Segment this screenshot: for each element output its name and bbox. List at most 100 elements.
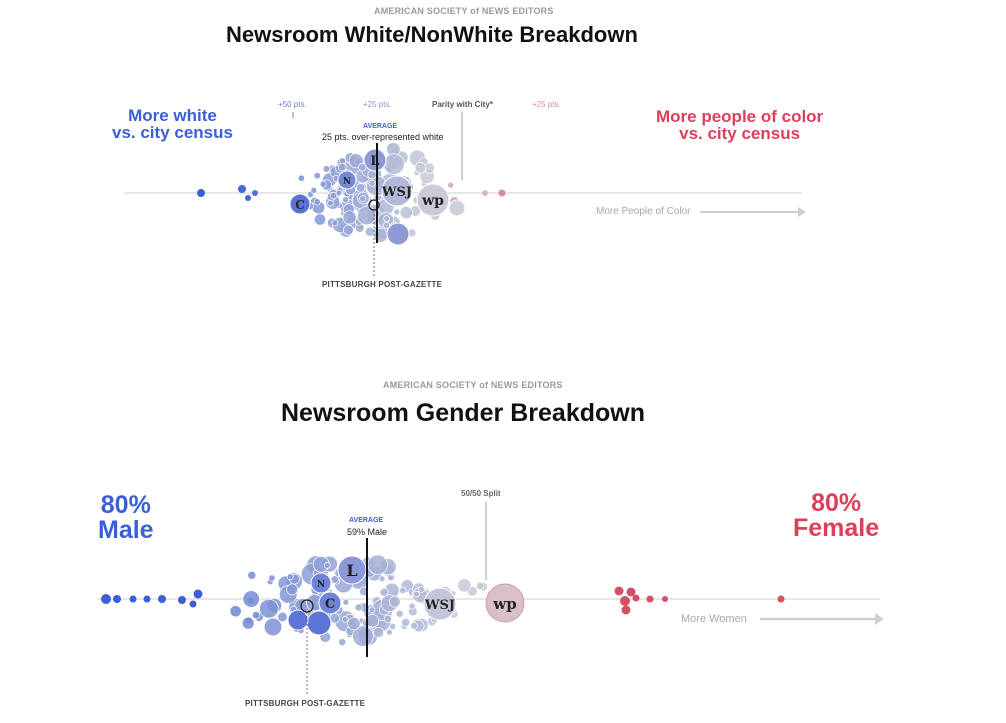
chart2-bubble: [129, 595, 137, 603]
chart2-bubble: [113, 595, 121, 603]
chart1-bubble: [368, 179, 376, 187]
chart1-bubble: [331, 219, 339, 227]
chart1-bubble: [482, 190, 488, 196]
chart1-logo-nyt: N: [343, 177, 351, 187]
chart1-tick-25-left: +25 pts.: [363, 100, 392, 109]
chart2-bubble: [143, 595, 151, 603]
chart1-average-label: AVERAGE: [363, 123, 398, 130]
chart2-bubble: [387, 574, 394, 582]
chart2-average-label: AVERAGE: [349, 517, 384, 524]
chart2-title: Newsroom Gender Breakdown: [281, 399, 645, 427]
chart2-logo-latimes: L: [346, 561, 357, 580]
chart1-bubble: [359, 195, 367, 203]
chart1-bubble: [382, 221, 390, 229]
chart1-bubble: [367, 170, 377, 180]
chart1-left-label: More white vs. city census: [112, 107, 233, 141]
chart2-bubble: [777, 595, 785, 603]
chart1-bubble-wp: [416, 183, 450, 217]
chart1-bubble-wsj: [381, 175, 413, 207]
chart2-bubble: [347, 616, 361, 631]
chart2-bubble: [354, 603, 363, 612]
chart2-bubble: [341, 616, 349, 623]
chart2-direction-arrowhead: [875, 613, 884, 625]
chart2-right-label-line1: 80%: [811, 489, 862, 517]
chart2-bubble: [241, 616, 255, 630]
chart2-left-label-line1: 80%: [100, 491, 151, 519]
chart1-bubble: [448, 199, 466, 217]
chart2-right-label-line2: Female: [793, 514, 880, 542]
chart2-bubble: [386, 628, 393, 636]
chart1-bubble: [338, 162, 347, 172]
chart1-logo-wsj: WSJ: [381, 185, 412, 200]
chart2-logo-nyt: N: [317, 580, 325, 590]
chart1-bubble: [319, 180, 327, 188]
chart2-bubble: [662, 596, 668, 602]
chart1-bubble: [342, 196, 350, 204]
chart2-bubble: [626, 587, 636, 597]
chart2-average-text: 59% Male: [347, 527, 388, 537]
chart1-left-label-line1: More white: [128, 106, 217, 125]
chart1-bubble: [327, 199, 334, 207]
chart1-bubble-nyt: [337, 170, 357, 190]
chart1-bubble: [197, 189, 205, 197]
chart1-tick-25-right: +25 pts.: [532, 100, 561, 109]
chart2-bubble: [373, 627, 385, 638]
chart1-bubble: [414, 162, 427, 174]
chart2-logo-wp: wp: [492, 595, 516, 613]
chart2-bubble: [457, 578, 472, 593]
chart1-bubble-chicago: [289, 193, 311, 215]
chart1-bubble: [322, 165, 331, 173]
chart2-bubble: [229, 605, 242, 618]
chart2-bubble: [277, 611, 288, 623]
chart2-bubble: [101, 594, 111, 604]
chart2-bubble-nyt: [310, 572, 332, 594]
chart1-average-text: 25 pts. over-represented white: [322, 132, 444, 142]
chart1-bubble: [313, 198, 321, 206]
chart2-bubble-wsj: [423, 587, 457, 621]
chart1-source: AMERICAN SOCIETY of NEWS EDITORS: [374, 6, 554, 16]
chart2-bubble: [263, 617, 283, 637]
chart1-right-label: More people of color vs. city census: [656, 108, 823, 142]
chart1-bubble: [342, 210, 357, 225]
chart2-bubble: [632, 594, 640, 602]
chart1-bubble: [383, 153, 405, 175]
chart2-split-label: 50/50 Split: [461, 489, 501, 498]
chart2-bubble: [379, 587, 389, 597]
chart2-bubble: [342, 598, 350, 606]
chart1-tick-50: +50 pts.: [278, 100, 307, 109]
chart2-bubble: [286, 573, 294, 581]
chart1-logo-chicago: C: [295, 198, 305, 212]
chart2-direction-text: More Women: [681, 613, 747, 625]
chart1-left-label-line2: vs. city census: [112, 123, 233, 142]
chart2-bubble: [413, 590, 420, 598]
chart1-bubble: [335, 189, 343, 197]
chart2-bubble: [193, 589, 203, 599]
chart1-bubble: [310, 186, 318, 194]
chart2-bubble-wp: [485, 583, 525, 623]
chart2-bubble: [268, 574, 276, 582]
chart1-direction-arrowhead: [798, 207, 806, 217]
chart1-bubble: [343, 224, 354, 236]
chart2-bubble: [395, 609, 404, 618]
chart1-bubble: [383, 215, 390, 222]
chart1-bubble: [297, 174, 305, 182]
chart2-bubble: [367, 554, 388, 575]
chart1-bubble: [356, 183, 366, 193]
chart1-bubble: [252, 190, 258, 196]
chart1-bubble: [313, 172, 321, 180]
chart2-bubble: [646, 595, 654, 603]
chart2-highlight-label: PITTSBURGH POST-GAZETTE: [245, 699, 366, 708]
chart2-bubble: [621, 605, 631, 615]
chart2-right-label: 80% Female: [793, 491, 879, 541]
chart2-logo-chicago: C: [325, 597, 335, 612]
chart2-bubble: [338, 638, 347, 647]
chart2-bubble: [389, 595, 401, 608]
chart2-bubble: [620, 596, 630, 606]
chart2-logo-wsj: WSJ: [424, 598, 455, 613]
chart2-bubble: [259, 598, 279, 619]
chart1-bubble: [364, 226, 375, 237]
chart2-bubble: [306, 610, 332, 636]
chart2-bubble: [178, 596, 186, 604]
chart1-logo-latimes: L: [370, 154, 379, 169]
